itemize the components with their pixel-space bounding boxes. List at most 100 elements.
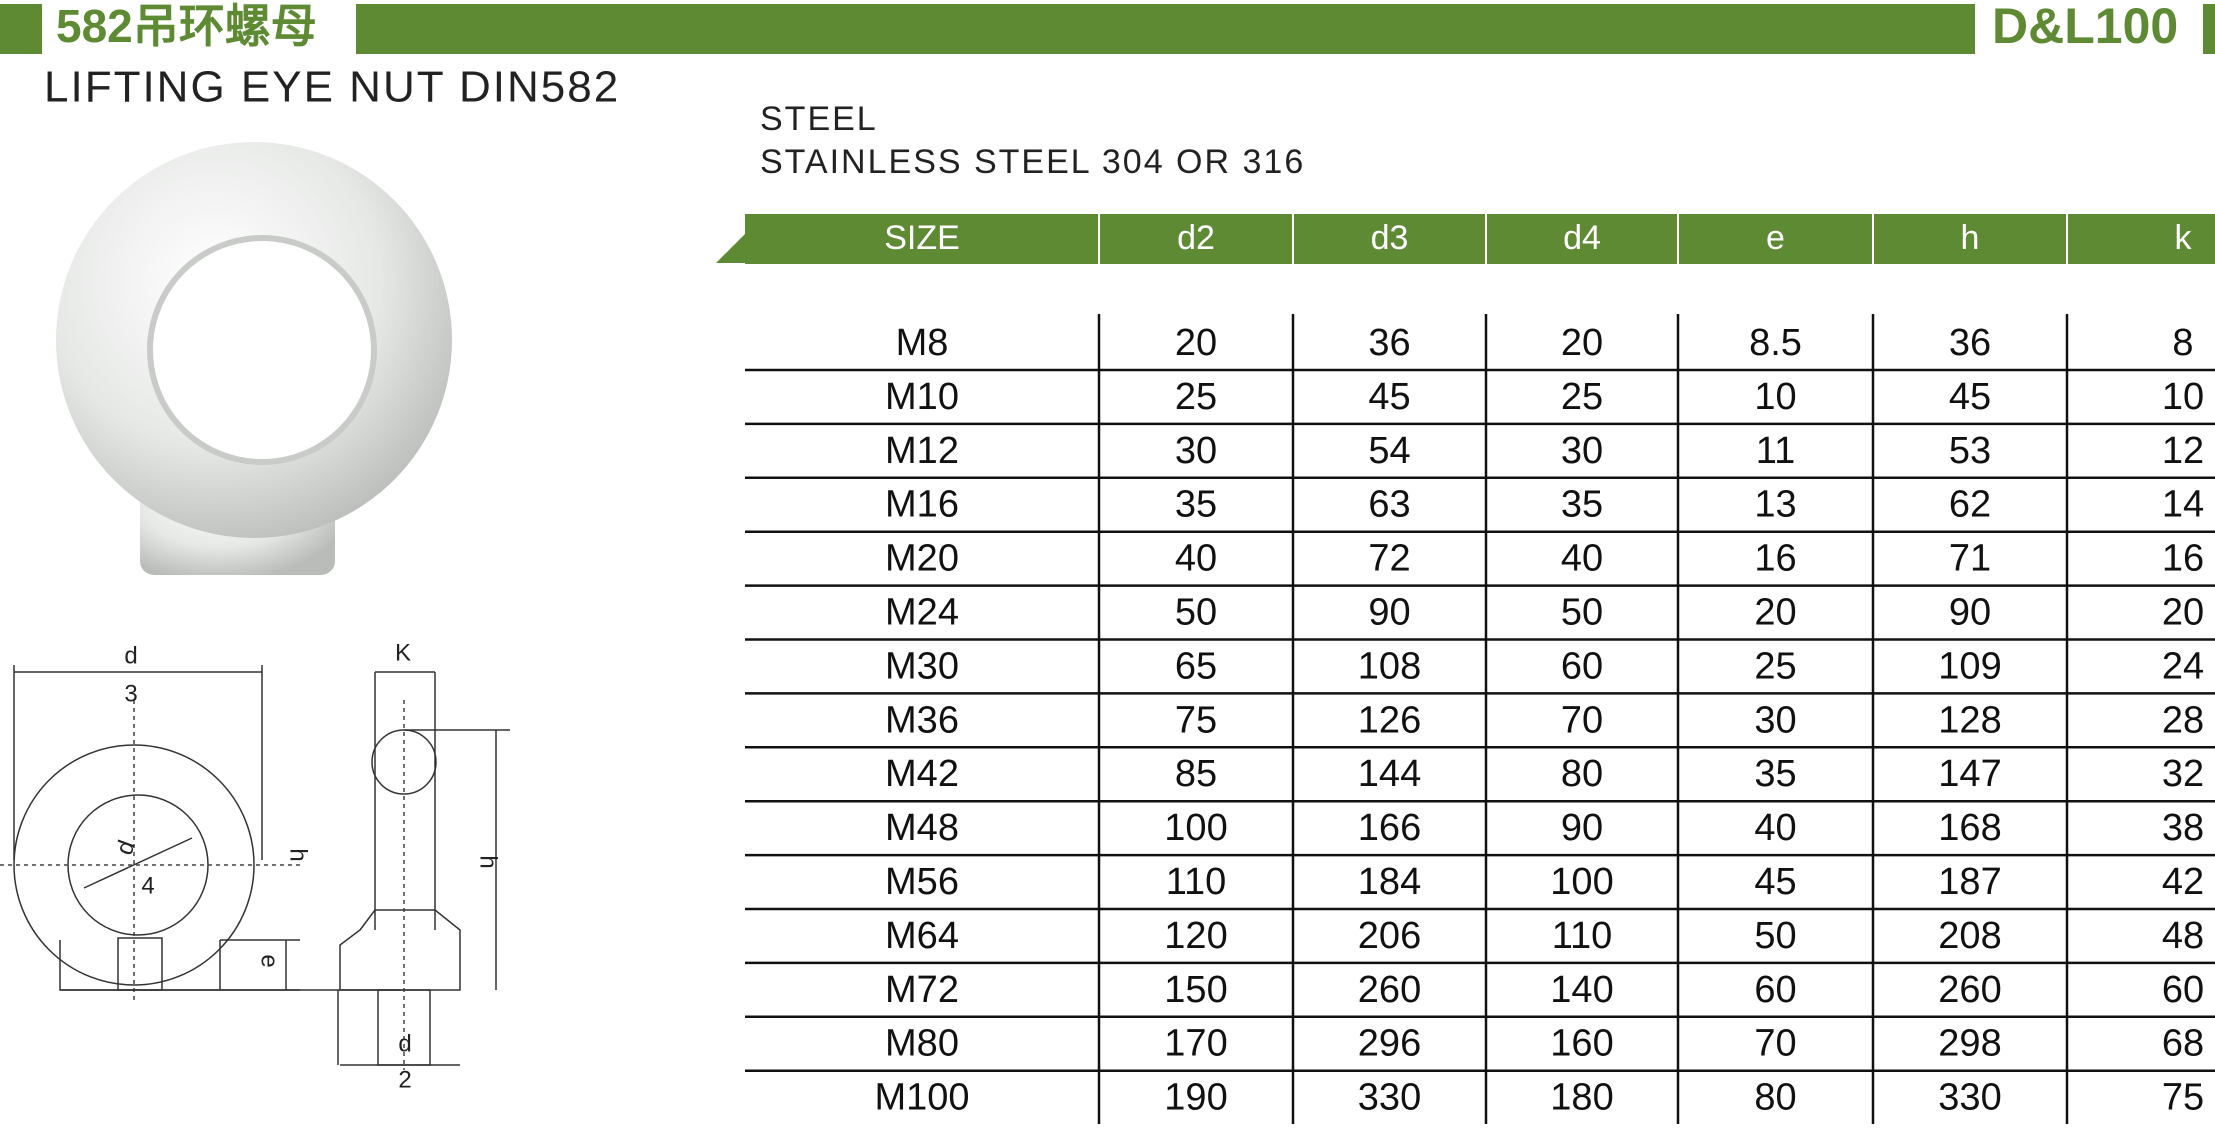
value-cell: 38 (2162, 807, 2204, 849)
value-cell: 180 (1550, 1077, 1613, 1119)
value-cell: 35 (1175, 484, 1217, 526)
value-cell: 35 (1561, 484, 1603, 526)
value-cell: 70 (1754, 1023, 1796, 1065)
size-cell: M72 (885, 969, 959, 1011)
value-cell: 45 (1754, 861, 1796, 903)
value-cell: 20 (2162, 592, 2204, 634)
value-cell: 8 (2172, 322, 2193, 364)
value-cell: 128 (1938, 699, 2001, 741)
value-cell: 100 (1164, 807, 1227, 849)
column-header: d3 (1371, 219, 1409, 257)
value-cell: 80 (1754, 1077, 1796, 1119)
value-cell: 50 (1175, 592, 1217, 634)
value-cell: 296 (1358, 1023, 1421, 1065)
drawing-label: e (256, 954, 283, 967)
table-header-band (745, 214, 2215, 264)
value-cell: 75 (1175, 699, 1217, 741)
header-block (0, 4, 42, 54)
value-cell: 184 (1358, 861, 1421, 903)
value-cell: 8.5 (1749, 322, 1802, 364)
size-cell: M64 (885, 915, 959, 957)
value-cell: 298 (1938, 1023, 2001, 1065)
value-cell: 206 (1358, 915, 1421, 957)
value-cell: 166 (1358, 807, 1421, 849)
value-cell: 50 (1561, 592, 1603, 634)
product-photo (56, 142, 452, 575)
column-header: SIZE (884, 219, 960, 257)
value-cell: 126 (1358, 699, 1421, 741)
material: STAINLESS STEEL 304 OR 316 (760, 143, 1305, 181)
value-cell: 16 (2162, 538, 2204, 580)
drawing-label: K (395, 639, 411, 666)
value-cell: 90 (1368, 592, 1410, 634)
value-cell: 32 (2162, 753, 2204, 795)
size-cell: M80 (885, 1023, 959, 1065)
size-cell: M12 (885, 430, 959, 472)
value-cell: 208 (1938, 915, 2001, 957)
value-cell: 30 (1561, 430, 1603, 472)
subtitle: LIFTING EYE NUT DIN582 (44, 63, 620, 112)
value-cell: 68 (2162, 1023, 2204, 1065)
size-cell: M10 (885, 376, 959, 418)
size-cell: M48 (885, 807, 959, 849)
value-cell: 160 (1550, 1023, 1613, 1065)
header-bar (356, 4, 1975, 54)
value-cell: 70 (1561, 699, 1603, 741)
value-cell: 100 (1550, 861, 1613, 903)
value-cell: 14 (2162, 484, 2204, 526)
value-cell: 40 (1561, 538, 1603, 580)
value-cell: 190 (1164, 1077, 1227, 1119)
value-cell: 28 (2162, 699, 2204, 741)
drawing-label: 2 (398, 1066, 411, 1093)
value-cell: 108 (1358, 645, 1421, 687)
value-cell: 110 (1166, 861, 1227, 903)
value-cell: 11 (1756, 430, 1795, 472)
column-header: h (1961, 219, 1980, 257)
value-cell: 50 (1754, 915, 1796, 957)
size-cell: M20 (885, 538, 959, 580)
drawing-label: 4 (141, 872, 154, 899)
value-cell: 260 (1358, 969, 1421, 1011)
value-cell: 90 (1561, 807, 1603, 849)
value-cell: 40 (1175, 538, 1217, 580)
material: STEEL (760, 100, 878, 138)
value-cell: 120 (1164, 915, 1227, 957)
value-cell: 45 (1949, 376, 1991, 418)
value-cell: 42 (2162, 861, 2204, 903)
column-header: d4 (1563, 219, 1601, 257)
value-cell: 60 (2162, 969, 2204, 1011)
value-cell: 63 (1368, 484, 1410, 526)
size-cell: M8 (896, 322, 949, 364)
value-cell: 260 (1938, 969, 2001, 1011)
value-cell: 24 (2162, 645, 2204, 687)
value-cell: 65 (1175, 645, 1217, 687)
value-cell: 85 (1175, 753, 1217, 795)
value-cell: 36 (1368, 322, 1410, 364)
value-cell: 20 (1754, 592, 1796, 634)
column-header: d2 (1177, 219, 1215, 257)
technical-drawing (0, 665, 510, 1070)
value-cell: 147 (1938, 753, 2001, 795)
value-cell: 90 (1949, 592, 1991, 634)
value-cell: 10 (2162, 376, 2204, 418)
drawing-label: h (285, 848, 312, 861)
value-cell: 30 (1754, 699, 1796, 741)
value-cell: 35 (1754, 753, 1796, 795)
value-cell: 80 (1561, 753, 1603, 795)
value-cell: 62 (1949, 484, 1991, 526)
drawing-label: 3 (124, 680, 137, 707)
value-cell: 25 (1561, 376, 1603, 418)
drawing-label: d (111, 837, 141, 859)
value-cell: 20 (1175, 322, 1217, 364)
value-cell: 53 (1949, 430, 1991, 472)
value-cell: 10 (1754, 376, 1796, 418)
value-cell: 40 (1754, 807, 1796, 849)
value-cell: 110 (1552, 915, 1613, 957)
value-cell: 144 (1358, 753, 1421, 795)
value-cell: 25 (1175, 376, 1217, 418)
header-title: 582吊环螺母 (56, 0, 317, 52)
value-cell: 330 (1358, 1077, 1421, 1119)
value-cell: 72 (1368, 538, 1410, 580)
